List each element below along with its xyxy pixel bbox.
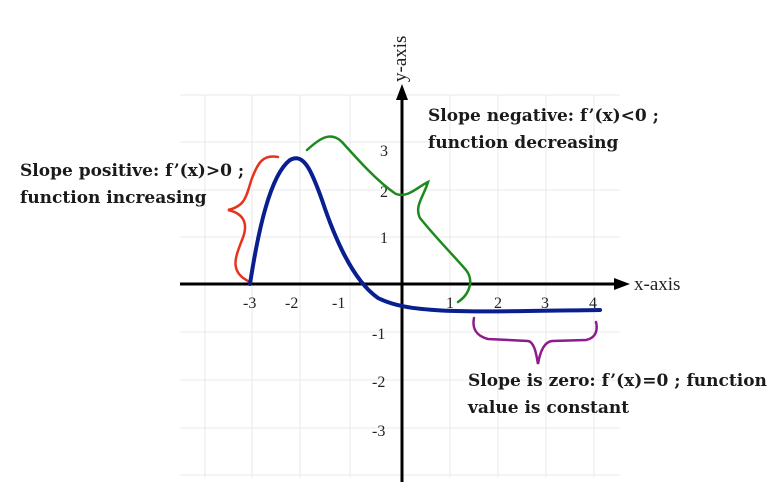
x-tick-label: -2 [285, 295, 298, 312]
increasing-brace [227, 155, 280, 284]
increasing-annotation-line1: Slope positive: f’(x)>0 ; [20, 161, 245, 181]
increasing-annotation-line2: function increasing [20, 188, 207, 208]
constant-annotation: Slope is zero: f’(x)=0 ; function value … [468, 368, 767, 422]
y-tick-label: -1 [372, 326, 385, 343]
x-axis-arrow [614, 278, 630, 290]
constant-brace [472, 316, 598, 365]
increasing-annotation: Slope positive: f’(x)>0 ; function incre… [20, 158, 244, 212]
y-tick-label: -3 [372, 423, 385, 440]
decreasing-annotation: Slope negative: f’(x)<0 ; function decre… [428, 103, 659, 157]
y-tick-labels: 3 2 1 -1 -2 -3 [372, 143, 388, 440]
grid [180, 94, 620, 478]
x-tick-label: -1 [332, 295, 345, 312]
x-axis-label: x-axis [634, 274, 680, 295]
x-tick-labels: -3 -2 -1 1 2 3 4 [243, 295, 597, 312]
function-curve [248, 156, 602, 314]
y-tick-label: -2 [372, 374, 385, 391]
y-tick-label: 2 [380, 184, 388, 201]
decreasing-brace [305, 135, 472, 304]
y-tick-label: 1 [380, 230, 388, 247]
constant-annotation-line2: value is constant [468, 398, 630, 418]
x-tick-label: 2 [494, 295, 502, 312]
constant-annotation-line1: Slope is zero: f’(x)=0 ; function [468, 371, 767, 391]
decreasing-annotation-line1: Slope negative: f’(x)<0 ; [428, 106, 659, 126]
x-tick-label: 1 [446, 295, 454, 312]
x-tick-label: 3 [541, 295, 549, 312]
x-tick-label: 4 [589, 295, 597, 312]
y-tick-label: 3 [380, 143, 388, 160]
decreasing-annotation-line2: function decreasing [428, 133, 619, 153]
x-tick-label: -3 [243, 295, 256, 312]
y-axis-label: y-axis [390, 36, 411, 82]
y-axis-arrow [396, 84, 408, 100]
